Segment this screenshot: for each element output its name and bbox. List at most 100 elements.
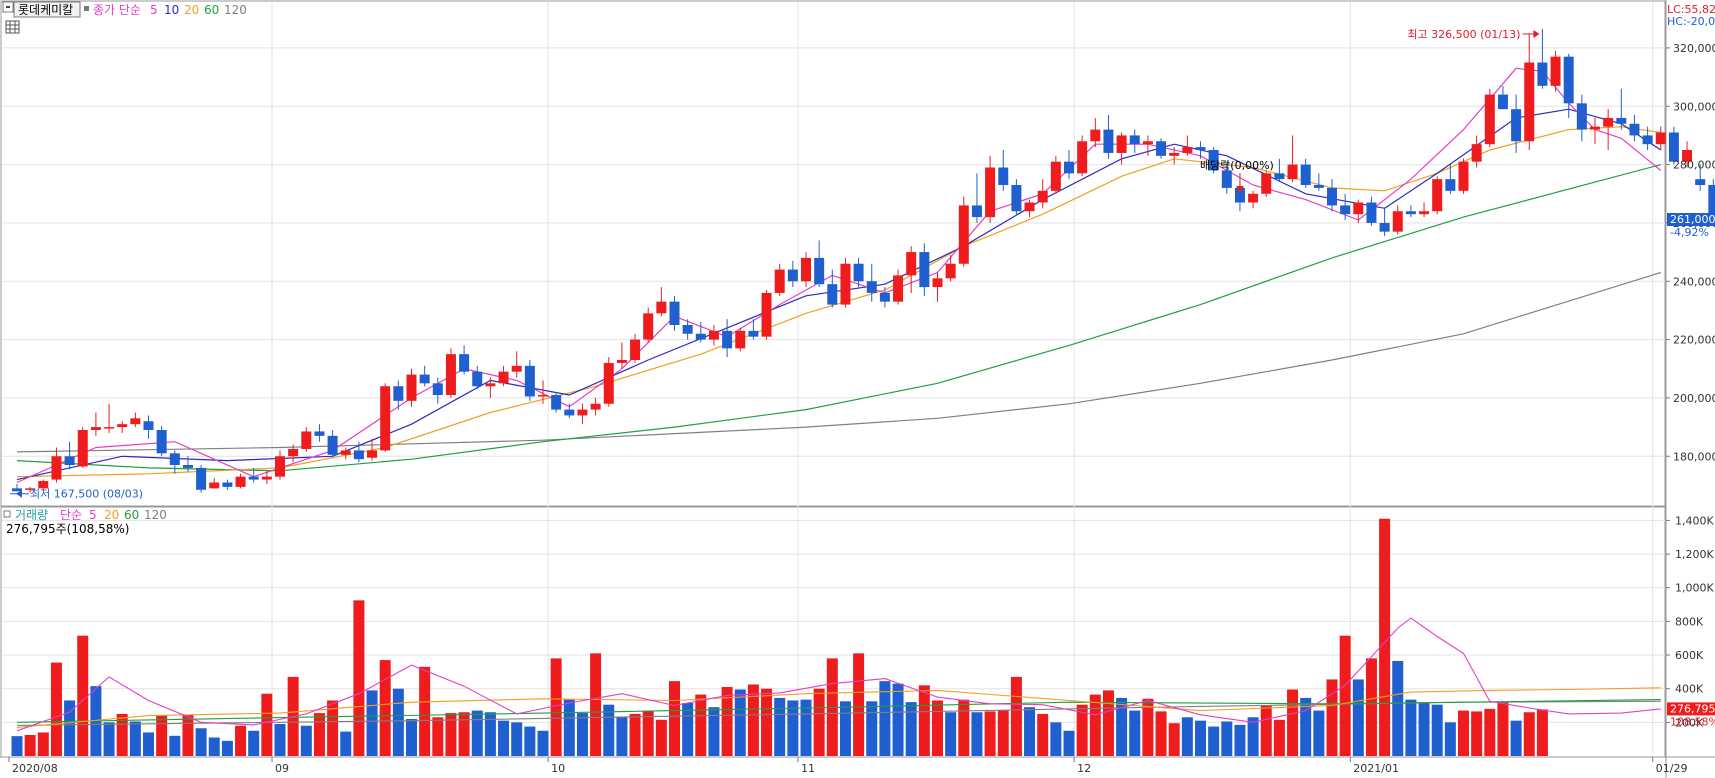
candle-body [932,278,943,288]
volume-tag-value: 276,795 [1670,702,1715,715]
volume-bar [550,658,562,756]
candle-body [1208,150,1219,171]
candle [1340,193,1351,220]
date-tick-label: 2020/08 [12,762,58,775]
candle [1248,190,1259,209]
candle [945,255,956,282]
volume-bar [1076,704,1088,756]
volume-bar [1484,708,1496,756]
candle [1445,164,1456,194]
candle [1392,205,1403,235]
volume-bar [629,713,641,756]
candle-body [143,421,154,430]
candle [1011,179,1022,215]
volume-bar [1405,699,1417,756]
volume-bar [1339,635,1351,756]
volume-bar [50,662,62,756]
volume-bar [445,713,457,756]
candle-body [235,476,246,487]
volume-bar [1221,721,1233,756]
candle-body [1419,211,1430,215]
candle [432,377,443,404]
price-panel-frame [0,0,1666,507]
date-tick-label: 12 [1077,762,1091,775]
candle-body [1156,141,1167,156]
candle [1156,138,1167,159]
candle-body [1103,129,1114,153]
candle-body [814,257,825,285]
candle [1458,158,1469,194]
table-icon[interactable] [5,20,20,34]
candle-body [1379,222,1390,232]
candle [406,368,417,407]
volume-bar [1116,697,1128,756]
candle [840,257,851,308]
candle [682,319,693,340]
volume-tick-label: 1,200K [1675,548,1714,561]
volume-collapse-icon[interactable] [3,510,11,518]
candle-body [196,467,207,490]
vma-period-120: 120 [144,508,167,522]
volume-bar [590,653,602,756]
candle [1274,158,1285,183]
candle-body [735,330,746,349]
volume-bar [839,701,851,756]
candle [511,351,522,378]
volume-bar [1247,717,1259,756]
dividend-label: 배당락(0,00%) [1200,159,1274,172]
candle [656,287,667,317]
low-annotation: 최저 167,500 (08/03) [10,488,143,501]
candle-body [919,252,930,288]
candle [1050,155,1061,194]
volume-bar [734,689,746,756]
symbol-box[interactable] [13,1,81,18]
volume-bar [340,731,352,756]
candle-body [1576,103,1587,130]
price-tick-label: 280,000 [1673,159,1715,172]
volume-bar [1458,710,1469,756]
volume-bar [1181,717,1193,756]
candle [879,287,890,308]
volume-bar [1273,719,1285,756]
candle [38,479,49,490]
candle-body [419,374,430,384]
volume-bar [1392,660,1404,756]
candle-body [1484,94,1495,145]
candle [1064,150,1074,180]
candle [380,383,391,452]
volume-bar [1142,698,1154,756]
candle [459,345,470,375]
volume-bar [1168,723,1180,756]
candle-body [708,330,719,340]
volume-tick-label: 1,400K [1675,514,1714,527]
volume-bar [918,685,930,756]
volume-header: 거래량 단순 5 20 60 120 276,795주(108,58%) [3,508,167,536]
ma60-line [16,164,1661,472]
price-tick-label: 200,000 [1673,392,1715,405]
candle [498,365,509,387]
candle-body [314,431,325,436]
price-axis: 180,000200,000220,000240,000260,000280,0… [1666,42,1715,463]
candle [1511,94,1522,153]
volume-bar [1379,518,1391,756]
candle [1629,115,1640,142]
candle [393,380,404,410]
candle-body [380,386,391,451]
candle-body [248,476,259,480]
symbol-name: 롯데케미칼 [18,3,73,17]
candle [1603,109,1614,150]
candle-body [971,205,982,218]
candle-body [1682,150,1693,162]
indicator-marker-icon [84,6,89,11]
candle-body [77,430,88,467]
candle-body [472,371,483,387]
candle [314,424,325,442]
vma20-line [16,687,1661,728]
ma-period-20: 20 [184,3,199,17]
candle-body [1090,129,1101,142]
price-tick-label: 180,000 [1673,450,1715,463]
volume-bar [905,702,917,756]
candle [616,342,627,369]
candle-body [1261,173,1272,194]
